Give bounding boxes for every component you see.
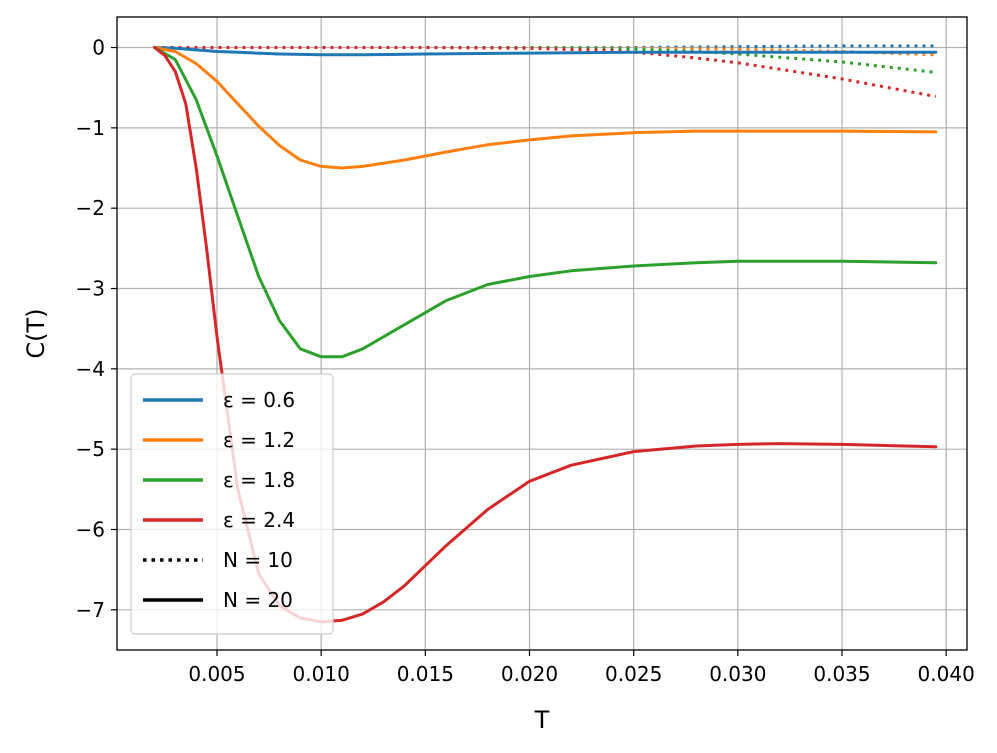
series-line-eps-1-8-n20 [153, 46, 938, 359]
y-tick-label: −5 [76, 437, 105, 461]
x-tick-label: 0.040 [918, 662, 975, 686]
series-line-eps-1-2-n20 [153, 46, 938, 170]
x-tick-label: 0.005 [188, 662, 245, 686]
series-line-eps-0-6-n20 [153, 46, 938, 57]
x-tick-label: 0.015 [397, 662, 454, 686]
y-axis-label: C(T) [22, 308, 50, 358]
x-tick-label: 0.010 [293, 662, 350, 686]
series-line-eps-2-4-n20 [153, 46, 938, 624]
legend-label: ε = 1.8 [223, 468, 295, 492]
legend-label: N = 10 [223, 548, 293, 572]
plot-frame [116, 16, 968, 651]
x-tick-label: 0.035 [813, 662, 870, 686]
legend-label: N = 20 [223, 588, 293, 612]
x-axis-label: T [534, 706, 550, 734]
x-tick-label: 0.020 [501, 662, 558, 686]
y-tick-label: −2 [76, 196, 105, 220]
legend-label: ε = 2.4 [223, 508, 295, 532]
x-tick-label: 0.030 [709, 662, 766, 686]
axis-ticks: 0.005 0.010 0.015 0.020 0.025 0.030 0.035 0.040… [76, 36, 975, 686]
y-tick-label: −3 [76, 277, 105, 301]
legend: ε = 0.6 ε = 1.2 ε = 1.8 ε = 2.4 N = 10 N = 20 [130, 373, 334, 635]
legend-label: ε = 0.6 [223, 388, 295, 412]
y-tick-label: −4 [76, 357, 105, 381]
y-tick-label: 0 [92, 36, 105, 60]
legend-label: ε = 1.2 [223, 428, 295, 452]
y-tick-label: −1 [76, 116, 105, 140]
data-series [153, 44, 938, 624]
x-tick-label: 0.025 [605, 662, 662, 686]
y-tick-label: −7 [76, 598, 105, 622]
y-tick-label: −6 [76, 518, 105, 542]
